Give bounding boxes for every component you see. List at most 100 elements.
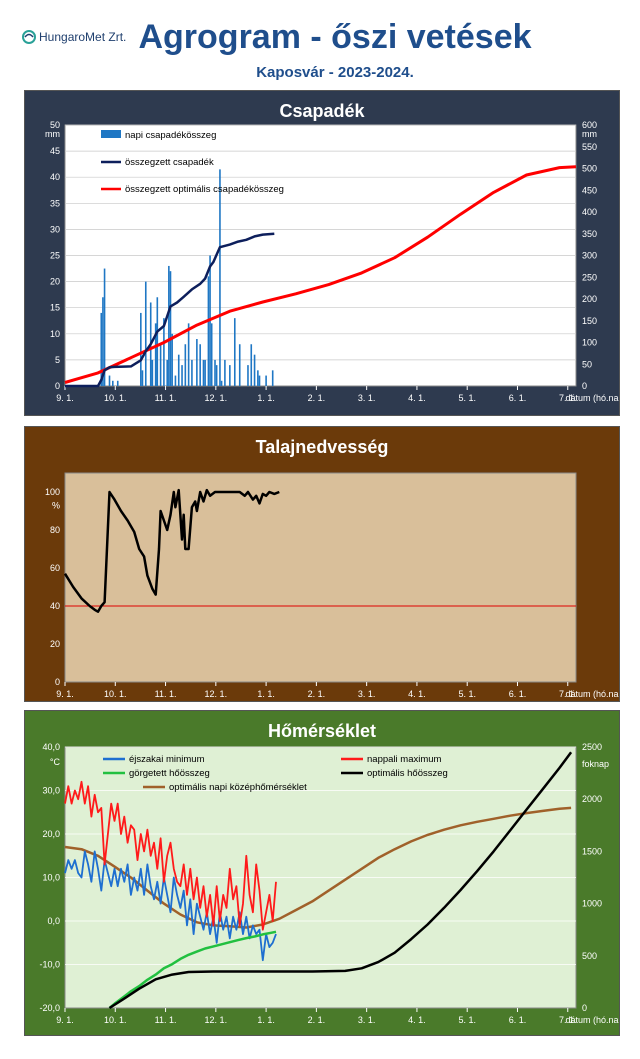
y-unit: %	[52, 500, 60, 510]
x-tick-label: 1. 1.	[257, 393, 275, 403]
daily-precip-bar	[210, 323, 213, 386]
y-tick-label: -20,0	[39, 1003, 60, 1013]
x-tick-label: 10. 1.	[104, 689, 127, 699]
x-tick-label: 9. 1.	[56, 689, 74, 699]
y2-tick-label: 500	[582, 951, 597, 961]
soil-moisture-panel: Talajnedvesség 0 20 40 60 80 100% 9. 1. 10. 1. 11…	[24, 426, 627, 702]
hungaromet-logo-icon	[22, 30, 36, 44]
y2-tick-label: 300	[582, 251, 597, 261]
x-tick-label: 12. 1.	[205, 1015, 228, 1025]
page-title: Agrogram - őszi vetések	[138, 18, 532, 56]
legend-label: éjszakai minimum	[129, 754, 205, 765]
daily-precip-bar	[112, 380, 114, 386]
optimal-heat-sum-line	[108, 751, 573, 1010]
daily-precip-bar	[163, 318, 165, 386]
x-tick-label: 9. 1.	[56, 393, 74, 403]
x-tick-label: 12. 1.	[205, 393, 228, 403]
y-tick-label: 45	[50, 146, 60, 156]
x-tick-label: 3. 1.	[358, 393, 376, 403]
y-tick-label: 0,0	[47, 916, 60, 926]
daily-precip-bar	[207, 276, 210, 386]
x-tick-label: 5. 1.	[458, 393, 476, 403]
x-axis-label: dátum (hó.nap)	[565, 689, 619, 699]
daily-precip-bar	[154, 323, 157, 386]
daily-precip-bar	[238, 344, 241, 386]
y-tick-label: 30	[50, 224, 60, 234]
daily-precip-bar	[184, 344, 187, 386]
y-tick-label: 40	[50, 601, 60, 611]
y-tick-label: 20	[50, 639, 60, 649]
legend-label: napi csapadékösszeg	[125, 130, 216, 141]
x-tick-label: 2. 1.	[308, 689, 326, 699]
legend-label: optimális hőösszeg	[367, 768, 448, 779]
y-tick-label: 15	[50, 303, 60, 313]
daily-precip-bar	[159, 344, 162, 386]
daily-precip-bar	[140, 312, 142, 386]
y2-tick-label: 0	[582, 381, 587, 391]
daily-precip-bar	[196, 339, 198, 386]
y2-tick-label: 150	[582, 316, 597, 326]
legend-label: nappali maximum	[367, 754, 442, 765]
y-tick-label: 50	[50, 120, 60, 130]
day-max-temp-line	[64, 780, 277, 931]
soil-moisture-line	[63, 488, 280, 613]
x-tick-label: 3. 1.	[358, 689, 376, 699]
optimal-mean-temp-line	[64, 806, 572, 929]
y-tick-label: 0	[55, 381, 60, 391]
daily-precip-bar	[214, 359, 216, 386]
chart-title: Hőmérséklet	[268, 721, 376, 741]
y-tick-label: -10,0	[39, 960, 60, 970]
x-tick-label: 10. 1.	[104, 1015, 127, 1025]
x-tick-label: 9. 1.	[56, 1015, 74, 1025]
daily-precip-bar	[224, 359, 226, 386]
daily-precip-bar	[229, 365, 231, 386]
daily-precip-bar	[156, 297, 159, 386]
legend-label: összegzett csapadék	[125, 157, 214, 168]
x-tick-label: 4. 1.	[408, 393, 426, 403]
x-tick-label: 6. 1.	[509, 689, 527, 699]
x-tick-label: 11. 1.	[155, 689, 177, 699]
y-tick-label: 0	[55, 677, 60, 687]
y-tick-label: 5	[55, 355, 60, 365]
legend-swatch	[101, 130, 121, 138]
precipitation-panel: Csapadék 0 5 10 15 20 25 30 35 40 45 50 0 50 100 150 200…	[24, 90, 627, 416]
daily-precip-bar	[100, 312, 103, 386]
daily-precip-bar	[253, 354, 256, 386]
x-tick-label: 5. 1.	[458, 689, 476, 699]
y2-tick-label: 2000	[582, 794, 602, 804]
x-tick-label: 4. 1.	[408, 689, 426, 699]
x-tick-label: 12. 1.	[205, 689, 228, 699]
y-tick-label: 20,0	[42, 829, 60, 839]
cumulative-precip-line	[65, 232, 275, 388]
x-tick-label: 1. 1.	[257, 689, 275, 699]
y2-unit: foknap	[582, 759, 609, 769]
legend-label: összegzett optimális csapadékösszeg	[125, 184, 284, 195]
daily-precip-bar	[177, 354, 180, 386]
y2-tick-label: 2500	[582, 742, 602, 752]
daily-precip-bar	[166, 359, 168, 386]
daily-precip-bar	[199, 344, 201, 386]
y2-tick-label: 1500	[582, 846, 602, 856]
daily-precip-bar	[219, 169, 221, 386]
y-tick-label: 80	[50, 525, 60, 535]
daily-precip-bar	[174, 375, 177, 386]
x-tick-label: 2. 1.	[308, 1015, 326, 1025]
y2-tick-label: 350	[582, 229, 597, 239]
daily-precip-bar	[258, 375, 261, 386]
x-tick-label: 1. 1.	[257, 1015, 275, 1025]
daily-precip-bar	[215, 365, 218, 386]
y-tick-label: 60	[50, 563, 60, 573]
x-tick-label: 7. 1.	[559, 393, 577, 403]
x-tick-label: 5. 1.	[458, 1015, 476, 1025]
y-tick-label: 10,0	[42, 873, 60, 883]
y2-tick-label: 500	[582, 164, 597, 174]
soil-moisture-chart: Talajnedvesség 0 20 40 60 80 100% 9. 1. 10. 1. 11…	[45, 437, 627, 699]
optimal-cumulative-precip-line	[64, 165, 577, 384]
x-tick-label: 7. 1.	[559, 689, 577, 699]
temperature-chart: Hőmérséklet -20,0 -10,0 0,0 10,0 20,0 30,0 40,0…	[39, 721, 626, 1025]
x-tick-label: 3. 1.	[358, 1015, 376, 1025]
daily-precip-bar	[202, 359, 205, 386]
chart-title: Csapadék	[279, 101, 365, 121]
y2-tick-label: 0	[582, 1003, 587, 1013]
daily-precip-bar	[204, 359, 206, 386]
